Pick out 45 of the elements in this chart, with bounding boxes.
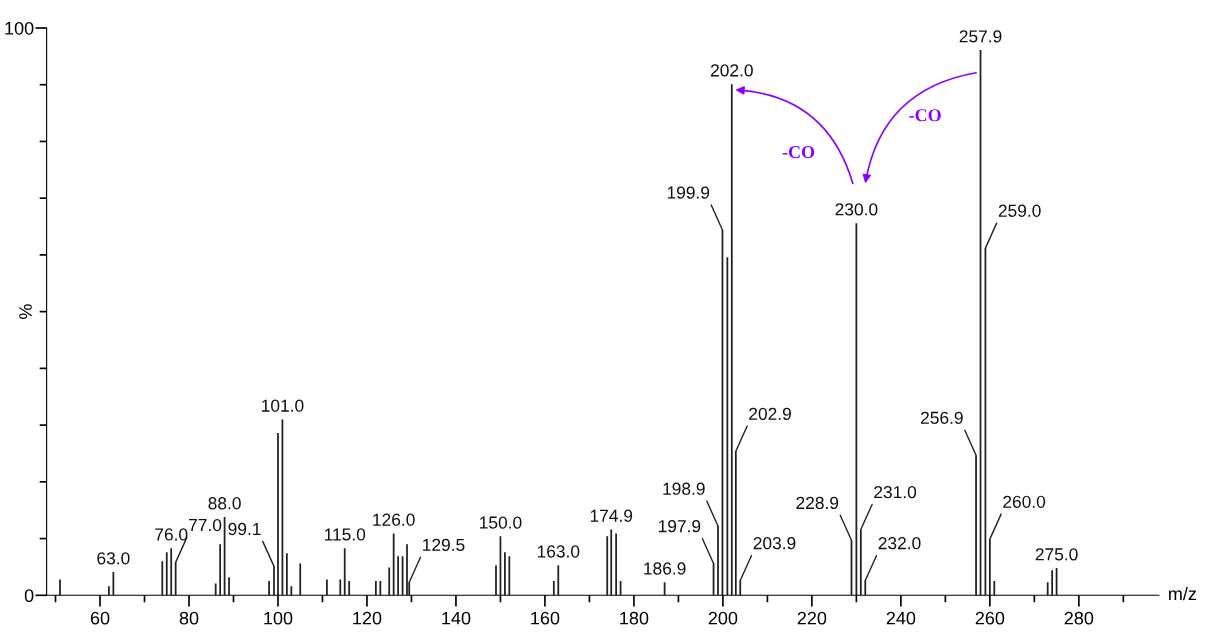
annotation: 256.9 bbox=[921, 411, 963, 424]
annotation: 197.9 bbox=[658, 520, 701, 533]
annotation: 260.0 bbox=[1003, 495, 1046, 508]
annotation: -CO bbox=[909, 109, 941, 122]
annotation: 198.9 bbox=[663, 482, 705, 495]
x-tick-label: 120 bbox=[353, 611, 382, 625]
x-tick-label: 80 bbox=[179, 611, 199, 625]
annotation: 129.5 bbox=[423, 538, 465, 552]
x-tick-label: 280 bbox=[1064, 611, 1094, 625]
annotation: 174.9 bbox=[590, 509, 633, 522]
x-tick-label: 220 bbox=[797, 611, 827, 625]
x-tick-label: 200 bbox=[708, 611, 738, 625]
annotation: 203.9 bbox=[753, 537, 796, 550]
annotation: 163.0 bbox=[537, 545, 580, 558]
annotation: 101.0 bbox=[262, 399, 304, 412]
annotation: 257.9 bbox=[959, 30, 1002, 43]
annotation: 202.0 bbox=[710, 64, 753, 77]
x-tick-label: 140 bbox=[442, 611, 471, 625]
annotation: 259.0 bbox=[998, 204, 1041, 217]
annotation: 126.0 bbox=[373, 513, 415, 526]
x-tick-label: 260 bbox=[975, 611, 1005, 625]
annotation: 186.9 bbox=[644, 562, 686, 575]
annotation: 88.0 bbox=[208, 497, 241, 510]
annotation: 231.0 bbox=[874, 485, 917, 499]
annotation: 228.9 bbox=[796, 496, 839, 510]
annotation: 199.9 bbox=[667, 186, 710, 199]
y-tick-label: 0 bbox=[24, 589, 34, 603]
x-axis-title: m/z bbox=[1169, 586, 1197, 601]
annotation: 202.9 bbox=[749, 407, 791, 420]
x-tick-label: 180 bbox=[620, 611, 649, 625]
annotation: -CO bbox=[782, 146, 815, 159]
annotation: 115.0 bbox=[324, 528, 366, 541]
annotation: 76.0 bbox=[155, 528, 188, 541]
annotation: 77.0 bbox=[189, 518, 222, 532]
annotation: 232.0 bbox=[878, 537, 921, 550]
annotation: 150.0 bbox=[480, 516, 522, 529]
annotation: 63.0 bbox=[97, 552, 130, 565]
x-tick-label: 160 bbox=[531, 611, 560, 625]
annotation: 230.0 bbox=[835, 203, 878, 216]
annotation: 99.1 bbox=[228, 522, 261, 536]
x-tick-label: 100 bbox=[264, 611, 293, 625]
x-tick-label: 240 bbox=[886, 611, 916, 625]
annotation: 275.0 bbox=[1035, 548, 1078, 561]
y-axis-title: % bbox=[19, 304, 32, 320]
x-tick-label: 60 bbox=[90, 611, 110, 625]
